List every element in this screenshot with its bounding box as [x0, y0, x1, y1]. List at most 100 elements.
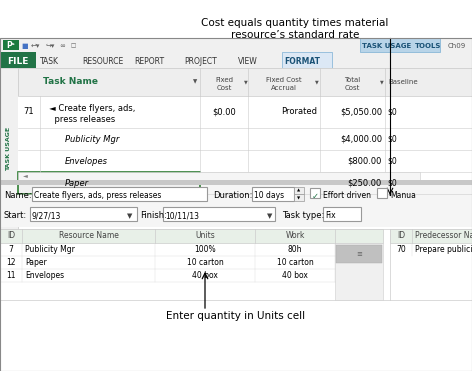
Text: Paper: Paper	[65, 178, 89, 187]
Bar	[323, 207, 361, 221]
Text: Start:: Start:	[4, 211, 27, 220]
Text: $0: $0	[387, 157, 397, 165]
Text: ▼: ▼	[244, 79, 248, 85]
Text: 9/27/13: 9/27/13	[32, 211, 61, 220]
Text: Fixed
Cost: Fixed Cost	[215, 78, 233, 91]
Bar	[390, 243, 472, 256]
Text: Work: Work	[285, 232, 305, 240]
Bar	[0, 243, 383, 256]
Text: 10/11/13: 10/11/13	[165, 211, 199, 220]
Bar	[0, 269, 383, 282]
Bar	[18, 68, 472, 96]
Text: TASK USAGE: TASK USAGE	[7, 127, 11, 171]
Text: 12: 12	[6, 258, 16, 267]
Text: ■: ■	[22, 43, 28, 49]
Text: 70: 70	[396, 245, 406, 254]
Text: Prepare publicity pl: Prepare publicity pl	[415, 245, 472, 254]
Text: ▼: ▼	[297, 196, 301, 200]
Bar	[163, 207, 275, 221]
Text: FILE: FILE	[7, 56, 29, 66]
Text: Manua: Manua	[390, 191, 416, 200]
Text: Effort driven: Effort driven	[323, 191, 371, 200]
Text: Name:: Name:	[4, 191, 32, 200]
Text: Duration:: Duration:	[213, 191, 253, 200]
Text: Envelopes: Envelopes	[65, 157, 108, 165]
Text: Envelopes: Envelopes	[25, 271, 64, 280]
Bar	[335, 243, 383, 300]
Text: REPORT: REPORT	[134, 56, 164, 66]
Bar	[377, 188, 387, 198]
Text: ◄ Create flyers, ads,
    press releases: ◄ Create flyers, ads, press releases	[44, 104, 135, 124]
Text: Pˢ: Pˢ	[7, 42, 15, 50]
Text: □: □	[70, 43, 76, 49]
Text: $0: $0	[387, 108, 397, 116]
Text: Enter quantity in Units cell: Enter quantity in Units cell	[167, 311, 305, 321]
Text: $5,050.00: $5,050.00	[340, 108, 382, 116]
Text: Cost equals quantity times material
resource’s standard rate: Cost equals quantity times material reso…	[202, 18, 388, 40]
Bar	[294, 187, 304, 194]
Text: TASK USAGE: TASK USAGE	[362, 43, 411, 49]
Text: Predecessor Name: Predecessor Name	[415, 232, 472, 240]
Text: ▲: ▲	[297, 189, 301, 193]
Bar	[252, 187, 294, 201]
Text: $250.00: $250.00	[348, 178, 382, 187]
Text: 71: 71	[24, 108, 34, 116]
Text: ↪▾: ↪▾	[45, 43, 55, 49]
Bar	[18, 96, 472, 128]
Text: Finish:: Finish:	[140, 211, 167, 220]
Bar	[0, 38, 472, 371]
Text: ▼: ▼	[193, 79, 197, 85]
Text: Fix: Fix	[325, 211, 336, 220]
Text: 11: 11	[6, 271, 16, 280]
Text: RESOURCE: RESOURCE	[82, 56, 123, 66]
Bar	[336, 245, 382, 263]
Text: Paper: Paper	[25, 258, 47, 267]
Bar	[18, 172, 200, 194]
Bar	[18, 128, 472, 150]
Bar	[360, 38, 440, 52]
Text: ▼: ▼	[127, 213, 133, 219]
Text: $800.00: $800.00	[347, 157, 382, 165]
Text: Ch09: Ch09	[448, 43, 466, 49]
Text: Publicity Mgr: Publicity Mgr	[25, 245, 75, 254]
Text: $0.00: $0.00	[212, 108, 236, 116]
Text: ID: ID	[7, 232, 15, 240]
Text: ≡: ≡	[356, 251, 362, 257]
Bar	[18, 68, 472, 230]
Text: 40 box: 40 box	[282, 271, 308, 280]
Bar	[390, 229, 472, 243]
Bar	[0, 229, 383, 243]
Text: $4,000.00: $4,000.00	[340, 135, 382, 144]
Text: PROJECT: PROJECT	[184, 56, 217, 66]
Text: Total
Cost: Total Cost	[345, 78, 361, 91]
Text: Create flyers, ads, press releases: Create flyers, ads, press releases	[34, 191, 161, 200]
Text: ✓: ✓	[312, 191, 319, 200]
Bar	[282, 52, 332, 68]
Bar	[0, 52, 36, 68]
Text: ↩▾: ↩▾	[30, 43, 40, 49]
Text: FORMAT: FORMAT	[284, 56, 320, 66]
Bar	[0, 180, 472, 185]
Bar	[0, 52, 472, 68]
Text: 7: 7	[8, 245, 13, 254]
Bar	[18, 172, 420, 180]
Text: 100%: 100%	[194, 245, 216, 254]
Text: Units: Units	[195, 232, 215, 240]
Text: Baseline: Baseline	[388, 79, 418, 85]
Text: ∞: ∞	[59, 43, 65, 49]
Text: Prorated: Prorated	[281, 108, 317, 116]
Text: Task Name: Task Name	[43, 78, 98, 86]
Bar	[0, 185, 472, 227]
Text: Publicity Mgr: Publicity Mgr	[65, 135, 119, 144]
Text: Task type:: Task type:	[282, 211, 324, 220]
Bar	[310, 188, 320, 198]
Bar	[18, 150, 472, 172]
Text: ◄: ◄	[23, 174, 28, 178]
Text: ▼: ▼	[380, 79, 384, 85]
Bar	[0, 38, 472, 52]
Text: ID: ID	[397, 232, 405, 240]
Bar	[0, 256, 383, 269]
Text: 40 box: 40 box	[192, 271, 218, 280]
Bar	[3, 40, 19, 50]
Text: TOOLS: TOOLS	[415, 43, 441, 49]
